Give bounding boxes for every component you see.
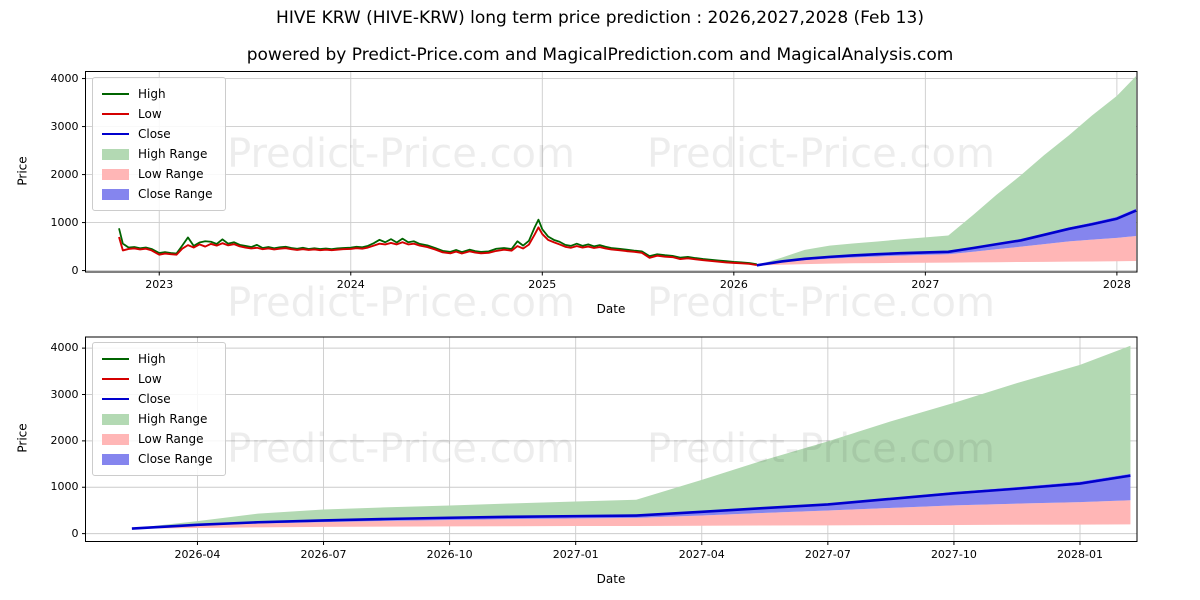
x-tick-label: 2026-04 bbox=[174, 547, 221, 561]
legend-label: High Range bbox=[138, 147, 208, 161]
page-title: HIVE KRW (HIVE-KRW) long term price pred… bbox=[276, 8, 924, 28]
y-tick-label: 1000 bbox=[50, 215, 79, 229]
x-tick-label: 2027-01 bbox=[552, 547, 599, 561]
legend-label: Low Range bbox=[138, 167, 204, 181]
y-tick-label: 0 bbox=[71, 263, 79, 277]
high-range-band bbox=[756, 76, 1137, 266]
y-tick-label: 2000 bbox=[50, 167, 79, 181]
page-subtitle: powered by Predict-Price.com and Magical… bbox=[246, 45, 954, 65]
y-tick-label: 4000 bbox=[50, 341, 79, 355]
legend-label: Low bbox=[138, 107, 162, 121]
x-tick-label: 2027-07 bbox=[804, 547, 851, 561]
legend-label: Low bbox=[138, 372, 162, 386]
plot-area-1 bbox=[85, 337, 1137, 542]
legend-line-swatch bbox=[102, 378, 129, 380]
legend-label: Close Range bbox=[138, 452, 213, 466]
legend-item-close-range: Close Range bbox=[102, 449, 213, 469]
x-tick-label: 2027-04 bbox=[678, 547, 725, 561]
legend-label: Close bbox=[138, 392, 171, 406]
legend-line-swatch bbox=[102, 398, 129, 400]
legend-patch-swatch bbox=[102, 413, 129, 425]
legend-item-high-range: High Range bbox=[102, 144, 213, 164]
x-tick-label: 2026-07 bbox=[300, 547, 347, 561]
x-tick-label: 2028-01 bbox=[1057, 547, 1103, 561]
y-tick-label: 3000 bbox=[50, 387, 79, 401]
close-line-prediction bbox=[756, 209, 1137, 267]
y-tick-label: 1000 bbox=[50, 480, 79, 494]
legend-item-low: Low bbox=[102, 104, 213, 124]
y-tick-label: 2000 bbox=[50, 433, 79, 447]
bottom-chart-y-axis-label: Price bbox=[15, 423, 30, 453]
plot-area-0 bbox=[85, 71, 1137, 272]
close-line-prediction bbox=[131, 474, 1131, 530]
axes-frame bbox=[85, 336, 1138, 542]
legend-item-low: Low bbox=[102, 369, 213, 389]
x-tick-label: 2023 bbox=[145, 278, 174, 291]
high-line-historical bbox=[118, 218, 757, 266]
legend-item-close-range: Close Range bbox=[102, 184, 213, 204]
legend-label: Low Range bbox=[138, 432, 204, 446]
bottom-chart-x-axis-label: Date bbox=[596, 572, 626, 586]
x-tick-label: 2026-10 bbox=[426, 547, 473, 561]
legend-line-swatch bbox=[102, 93, 129, 95]
y-tick-label: 4000 bbox=[50, 71, 79, 85]
high-range-band bbox=[131, 345, 1131, 529]
low-line-historical bbox=[118, 226, 757, 266]
legend-line-swatch bbox=[102, 133, 129, 135]
x-tick-label: 2028 bbox=[1102, 278, 1131, 291]
low-range-band bbox=[131, 500, 1131, 529]
legend-item-low-range: Low Range bbox=[102, 429, 213, 449]
legend-label: Close Range bbox=[138, 187, 213, 201]
legend-item-low-range: Low Range bbox=[102, 164, 213, 184]
legend-line-swatch bbox=[102, 113, 129, 115]
low-range-band bbox=[756, 235, 1137, 266]
legend-patch-swatch bbox=[102, 188, 129, 200]
x-tick-label: 2025 bbox=[528, 278, 557, 291]
x-tick-label: 2027 bbox=[911, 278, 940, 291]
x-tick-label: 2027-10 bbox=[930, 547, 977, 561]
legend-item-close: Close bbox=[102, 389, 213, 409]
bottom-chart-legend: High Low Close High Range Low Range Close Ran… bbox=[92, 342, 226, 476]
top-chart-legend: High Low Close High Range Low Range Close Ran… bbox=[92, 77, 226, 211]
legend-line-swatch bbox=[102, 358, 129, 360]
legend-label: High bbox=[138, 87, 166, 101]
legend-label: High bbox=[138, 352, 166, 366]
top-chart-x-axis-label: Date bbox=[596, 302, 626, 316]
legend-patch-swatch bbox=[102, 453, 129, 465]
legend-patch-swatch bbox=[102, 148, 129, 160]
x-tick-label: 2026 bbox=[719, 278, 748, 291]
legend-item-close: Close bbox=[102, 124, 213, 144]
top-chart-y-axis-label: Price bbox=[15, 156, 30, 186]
legend-item-high: High bbox=[102, 349, 213, 369]
y-tick-label: 3000 bbox=[50, 119, 79, 133]
x-tick-label: 2024 bbox=[336, 278, 365, 291]
legend-item-high-range: High Range bbox=[102, 409, 213, 429]
legend-label: Close bbox=[138, 127, 171, 141]
y-tick-label: 0 bbox=[71, 526, 79, 540]
axes-frame bbox=[85, 71, 1138, 273]
legend-patch-swatch bbox=[102, 433, 129, 445]
legend-item-high: High bbox=[102, 84, 213, 104]
legend-patch-swatch bbox=[102, 168, 129, 180]
legend-label: High Range bbox=[138, 412, 208, 426]
